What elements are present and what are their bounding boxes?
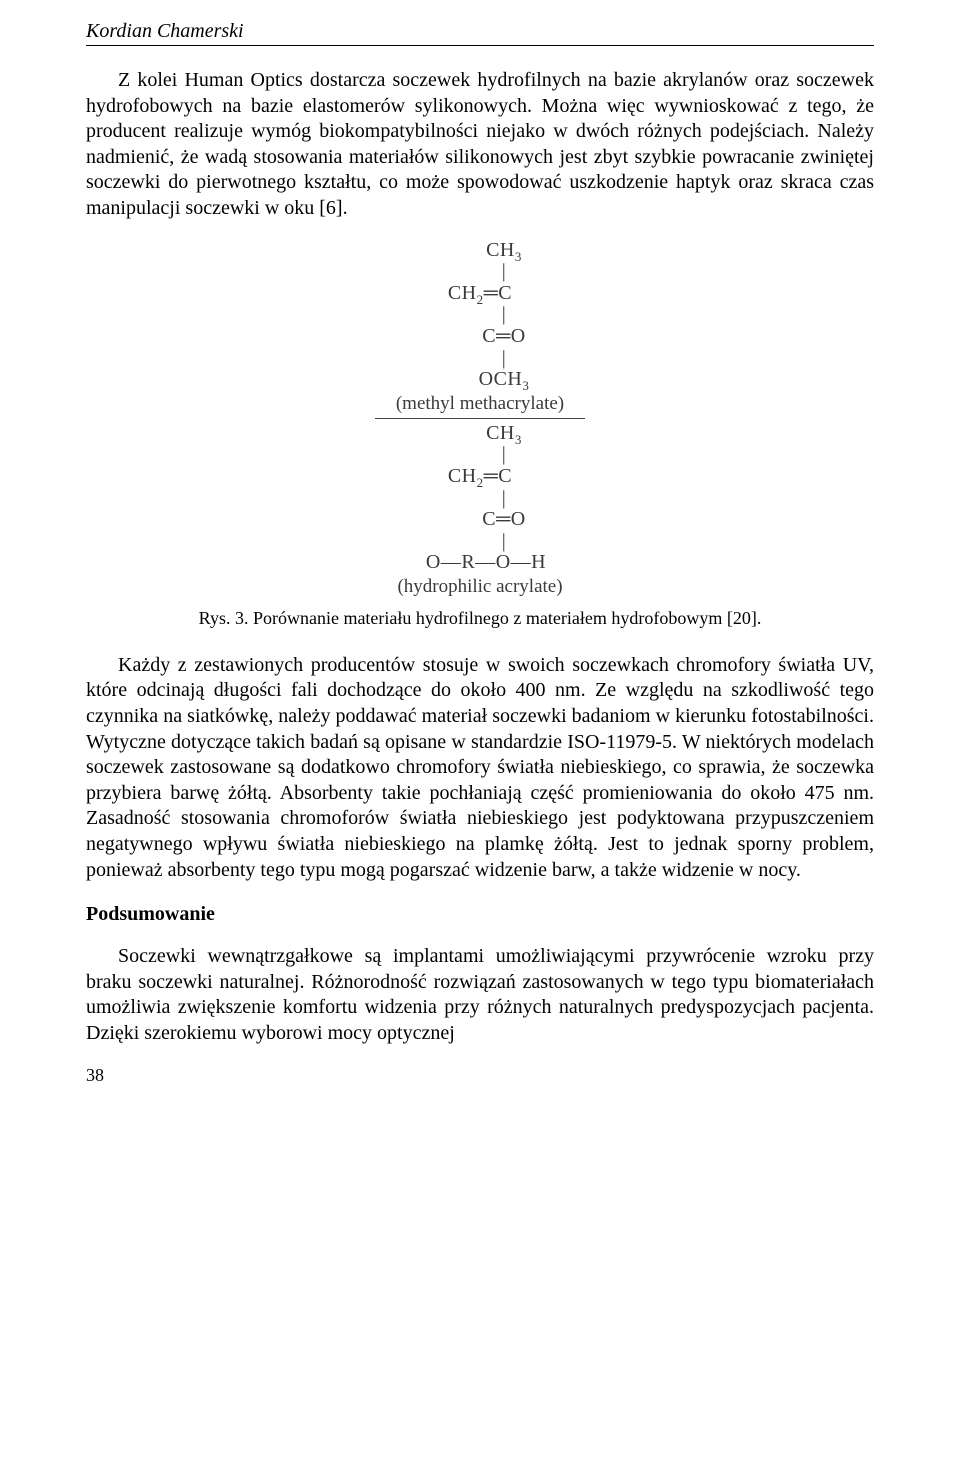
figure-3: CH3 | CH2═C | C═O | OCH3 (methyl methacr…	[86, 240, 874, 598]
chem-top-bond3: |	[375, 348, 585, 370]
chem-bot-bond2: |	[375, 488, 585, 510]
chem-bot-line2: CH2═C	[375, 466, 585, 488]
header-rule	[86, 45, 874, 46]
paragraph-3: Soczewki wewnątrzgałkowe są implantami u…	[86, 944, 874, 1046]
chem-top-bond2: |	[375, 304, 585, 326]
chem-top-bond1: |	[375, 261, 585, 283]
chem-structure-top: CH3 | CH2═C | C═O | OCH3 (methyl methacr…	[375, 240, 585, 598]
chem-top-line3: C═O	[375, 326, 585, 348]
chem-top-line2: CH2═C	[375, 283, 585, 305]
chem-top-line1: CH3	[375, 240, 585, 262]
page-container: Kordian Chamerski Z kolei Human Optics d…	[0, 0, 960, 1126]
section-heading: Podsumowanie	[86, 903, 874, 926]
figure-caption: Rys. 3. Porównanie materiału hydrofilneg…	[86, 608, 874, 629]
chem-bot-label: (hydrophilic acrylate)	[375, 576, 585, 598]
chem-bot-bond1: |	[375, 444, 585, 466]
chem-bot-line3: C═O	[375, 509, 585, 531]
chem-top-label: (methyl methacrylate)	[375, 393, 585, 415]
paragraph-2: Każdy z zestawionych producentów stosuje…	[86, 653, 874, 883]
page-number: 38	[86, 1065, 874, 1086]
chem-bot-line4: O—R—O—H	[375, 552, 585, 574]
chem-bot-line1: CH3	[375, 423, 585, 445]
paragraph-1: Z kolei Human Optics dostarcza soczewek …	[86, 68, 874, 222]
chem-top-line4: OCH3	[375, 369, 585, 391]
chem-divider	[375, 418, 585, 419]
running-head: Kordian Chamerski	[86, 20, 874, 43]
chem-bot-bond3: |	[375, 531, 585, 553]
